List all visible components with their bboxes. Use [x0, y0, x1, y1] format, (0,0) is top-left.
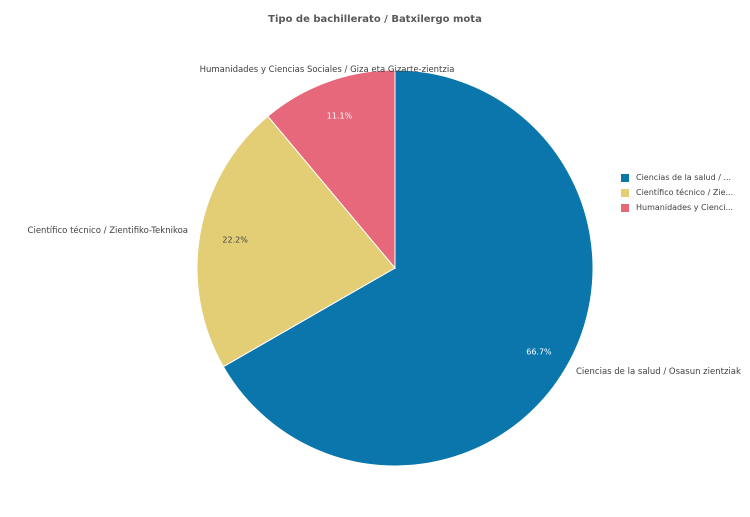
legend-item[interactable]: Ciencias de la salud / ... [621, 170, 733, 185]
pie-slice-value-label: 11.1% [327, 111, 353, 120]
legend-label: Científico técnico / Zie... [636, 188, 734, 197]
legend-swatch [621, 188, 629, 197]
pie-slice-2[interactable] [267, 69, 396, 270]
pie-slice-category-label: Humanidades y Ciencias Sociales / Giza e… [200, 65, 455, 75]
legend-item[interactable]: Humanidades y Cienci... [621, 200, 733, 215]
pie-slice-value-label: 22.2% [222, 236, 248, 245]
legend-label: Humanidades y Cienci... [636, 203, 734, 212]
pie-slice-1[interactable] [196, 115, 396, 368]
pie-slice-value-label: 66.7% [526, 347, 552, 356]
chart-legend: Ciencias de la salud / ... Científico téc… [621, 170, 733, 215]
chart-title: Tipo de bachillerato / Batxilergo mota [268, 14, 482, 25]
legend-swatch [621, 203, 629, 212]
pie-slice-category-label: Ciencias de la salud / Osasun zientziak [576, 367, 741, 377]
legend-swatch [621, 173, 629, 182]
pie-slice-category-label: Científico técnico / Zientifiko-Teknikoa [28, 225, 188, 236]
pie-slice-0[interactable] [222, 69, 594, 467]
legend-label: Ciencias de la salud / ... [636, 173, 732, 182]
legend-item[interactable]: Científico técnico / Zie... [621, 185, 733, 200]
